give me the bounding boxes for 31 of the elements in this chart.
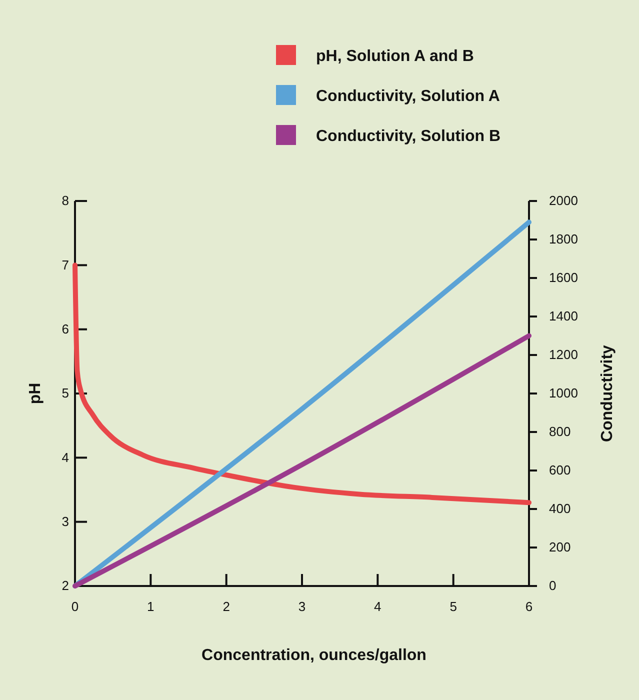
y-tick-label: 2 xyxy=(62,578,69,594)
y-tick-label: 4 xyxy=(62,450,69,465)
y2-tick-label: 1800 xyxy=(549,232,578,247)
y-axis-title: pH xyxy=(27,382,44,404)
y-tick-label: 7 xyxy=(62,257,69,272)
legend-label: Conductivity, Solution B xyxy=(316,128,501,145)
x-tick-label: 4 xyxy=(374,599,382,614)
y-tick-label: 6 xyxy=(62,321,69,336)
y2-tick-label: 1200 xyxy=(549,347,578,362)
x-tick-label: 1 xyxy=(147,599,154,614)
x-tick-label: 2 xyxy=(222,599,230,614)
legend-label: pH, Solution A and B xyxy=(316,48,474,65)
legend-label: Conductivity, Solution A xyxy=(316,88,500,105)
y2-tick-label: 0 xyxy=(549,578,556,594)
x-tick-label: 3 xyxy=(298,599,306,614)
y2-tick-label: 1000 xyxy=(549,386,578,401)
y2-tick-label: 1600 xyxy=(549,270,578,286)
y2-tick-label: 200 xyxy=(549,540,571,555)
y2-tick-label: 600 xyxy=(549,462,571,478)
y2-tick-label: 400 xyxy=(549,501,571,516)
x-tick-label: 6 xyxy=(525,599,533,614)
x-tick-label: 5 xyxy=(450,599,457,614)
y-tick-label: 8 xyxy=(62,193,69,208)
y2-tick-label: 800 xyxy=(549,424,571,440)
y-tick-label: 3 xyxy=(62,514,69,529)
x-axis-title: Concentration, ounces/gallon xyxy=(202,647,426,664)
y2-tick-label: 1400 xyxy=(549,308,578,324)
y2-axis-title: Conductivity xyxy=(599,344,616,442)
y-tick-label: 5 xyxy=(62,386,69,401)
y2-tick-label: 2000 xyxy=(549,193,578,208)
x-tick-label: 0 xyxy=(71,599,79,614)
